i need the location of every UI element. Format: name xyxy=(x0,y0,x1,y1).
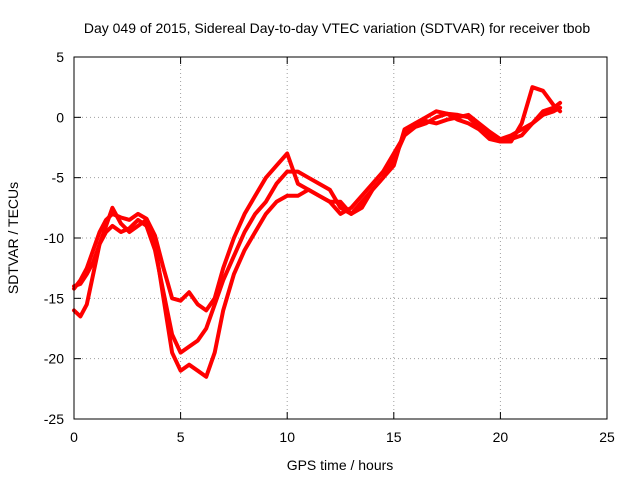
x-tick-label: 10 xyxy=(279,429,295,445)
x-tick-label: 15 xyxy=(386,429,402,445)
series-group xyxy=(72,85,563,379)
y-axis-label: SDTVAR / TECUs xyxy=(5,182,21,294)
y-tick-label: -25 xyxy=(44,411,64,427)
x-tick-label: 0 xyxy=(70,429,78,445)
y-tick-label: -10 xyxy=(44,230,64,246)
series-line-3 xyxy=(72,85,563,379)
y-tick-label: 0 xyxy=(56,109,64,125)
series-line-2 xyxy=(72,105,563,355)
x-tick-label: 5 xyxy=(177,429,185,445)
chart-title: Day 049 of 2015, Sidereal Day-to-day VTE… xyxy=(84,20,591,36)
y-tick-label: 5 xyxy=(56,49,64,65)
x-axis-label: GPS time / hours xyxy=(287,457,394,473)
y-tick-label: -15 xyxy=(44,290,64,306)
y-tick-label: -20 xyxy=(44,351,64,367)
series-line-1 xyxy=(72,100,563,313)
x-tick-label: 20 xyxy=(493,429,509,445)
x-tick-label: 25 xyxy=(599,429,615,445)
ticks: 0 5 10 15 20 25 -25 -20 -15 -10 -5 0 5 xyxy=(44,49,615,445)
grid xyxy=(74,57,607,419)
y-tick-label: -5 xyxy=(52,170,65,186)
